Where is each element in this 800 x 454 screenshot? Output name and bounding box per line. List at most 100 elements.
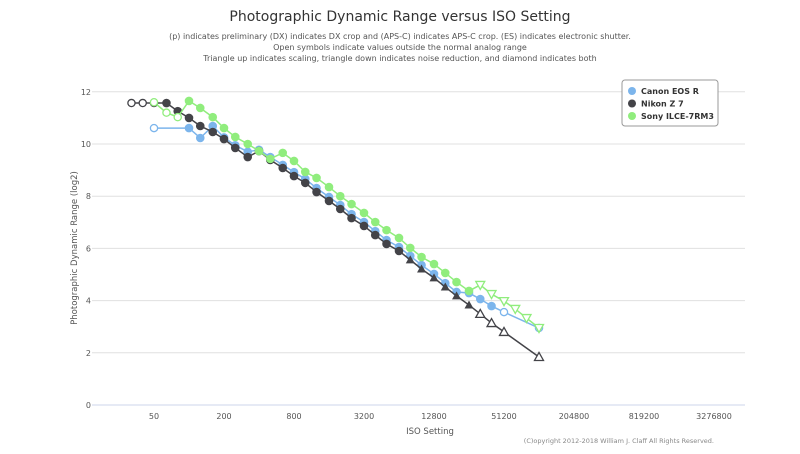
legend-label: Canon EOS R — [641, 87, 699, 96]
data-point[interactable] — [474, 280, 486, 291]
y-tick-label: 6 — [86, 244, 91, 253]
data-point[interactable] — [254, 146, 264, 156]
y-tick-label: 4 — [86, 297, 91, 306]
x-tick-label: 3200 — [354, 412, 374, 421]
x-tick-label: 12800 — [421, 412, 446, 421]
data-point[interactable] — [278, 163, 288, 173]
data-point[interactable] — [487, 301, 496, 311]
data-point[interactable] — [474, 308, 486, 319]
data-point[interactable] — [208, 127, 218, 137]
data-point[interactable] — [464, 300, 474, 309]
data-point[interactable] — [347, 213, 356, 223]
legend-item[interactable]: Sony ILCE-7RM3 — [628, 112, 714, 121]
data-point[interactable] — [382, 225, 391, 235]
data-point[interactable] — [498, 326, 510, 337]
data-point[interactable] — [230, 143, 240, 153]
data-point[interactable] — [429, 259, 439, 269]
data-point[interactable] — [243, 152, 253, 162]
data-point[interactable] — [162, 108, 171, 117]
data-point[interactable] — [312, 173, 321, 183]
x-tick-label: 50 — [149, 412, 159, 421]
data-point[interactable] — [289, 156, 299, 166]
data-point[interactable] — [394, 233, 404, 243]
data-point[interactable] — [359, 208, 369, 218]
data-point[interactable] — [452, 291, 462, 300]
data-point[interactable] — [359, 221, 369, 231]
data-point[interactable] — [149, 123, 159, 133]
data-point[interactable] — [243, 139, 253, 149]
data-point[interactable] — [219, 134, 229, 144]
data-point[interactable] — [464, 286, 474, 296]
data-point[interactable] — [324, 182, 334, 192]
data-point[interactable] — [138, 98, 147, 108]
data-point[interactable] — [184, 123, 194, 133]
data-point[interactable] — [405, 255, 415, 264]
data-point[interactable] — [498, 296, 510, 307]
credits: (C)opyright 2012-2018 William J. Claff A… — [524, 437, 714, 445]
data-point[interactable] — [417, 252, 426, 262]
legend-item[interactable]: Nikon Z 7 — [628, 99, 684, 109]
y-tick-label: 0 — [86, 401, 91, 410]
data-point[interactable] — [195, 121, 205, 131]
data-point[interactable] — [394, 246, 404, 256]
data-point[interactable] — [312, 187, 321, 197]
data-point[interactable] — [370, 230, 380, 240]
data-point[interactable] — [184, 113, 194, 123]
y-tick-label: 12 — [81, 88, 91, 97]
data-point[interactable] — [195, 133, 205, 143]
data-point[interactable] — [417, 264, 427, 273]
legend-marker-icon — [628, 99, 636, 108]
data-point[interactable] — [452, 277, 461, 287]
chart-subtitle-line-1: (p) indicates preliminary (DX) indicates… — [169, 32, 631, 41]
data-point[interactable] — [347, 199, 356, 209]
data-point[interactable] — [499, 307, 509, 317]
legend-item[interactable]: Canon EOS R — [628, 87, 699, 96]
data-point[interactable] — [382, 239, 391, 249]
data-point[interactable] — [429, 273, 439, 282]
data-point[interactable] — [195, 103, 205, 113]
data-point[interactable] — [533, 351, 545, 362]
data-point[interactable] — [520, 313, 533, 324]
chart-subtitle-line-3: Triangle up indicates scaling, triangle … — [202, 54, 596, 63]
data-point[interactable] — [184, 96, 194, 106]
data-point[interactable] — [219, 123, 229, 133]
data-point[interactable] — [335, 191, 345, 201]
data-point[interactable] — [440, 268, 450, 278]
data-point[interactable] — [265, 154, 275, 164]
legend: Canon EOS R Nikon Z 7 Sony ILCE-7RM3 — [621, 79, 719, 127]
x-axis-label: ISO Setting — [406, 427, 454, 437]
y-axis-label: Photographic Dynamic Range (log2) — [70, 171, 80, 325]
data-point[interactable] — [440, 282, 450, 291]
x-tick-label: 204800 — [559, 412, 590, 421]
data-point[interactable] — [485, 289, 498, 300]
data-point[interactable] — [230, 132, 240, 142]
data-point[interactable] — [289, 171, 299, 181]
data-point[interactable] — [475, 294, 485, 304]
data-point[interactable] — [485, 317, 498, 328]
data-point[interactable] — [300, 167, 310, 177]
data-point[interactable] — [208, 121, 218, 131]
data-point[interactable] — [335, 204, 345, 214]
data-point[interactable] — [370, 217, 380, 227]
data-point[interactable] — [300, 178, 310, 188]
data-point[interactable] — [405, 243, 415, 253]
chart-subtitle-line-2: Open symbols indicate values outside the… — [273, 43, 527, 52]
legend-marker-icon — [628, 87, 636, 95]
data-point[interactable] — [509, 304, 521, 315]
data-point[interactable] — [162, 98, 171, 108]
series-line — [131, 102, 540, 358]
legend-label: Sony ILCE-7RM3 — [641, 112, 714, 121]
data-point[interactable] — [324, 196, 334, 206]
data-point[interactable] — [127, 98, 136, 108]
data-point[interactable] — [533, 323, 545, 334]
y-tick-label: 10 — [81, 140, 91, 149]
x-tick-label: 800 — [286, 412, 301, 421]
x-tick-label: 200 — [216, 412, 231, 421]
x-tick-label: 3276800 — [696, 412, 732, 421]
data-point[interactable] — [208, 112, 218, 122]
data-point[interactable] — [173, 112, 182, 122]
data-point[interactable] — [278, 148, 288, 158]
data-point[interactable] — [149, 97, 159, 107]
